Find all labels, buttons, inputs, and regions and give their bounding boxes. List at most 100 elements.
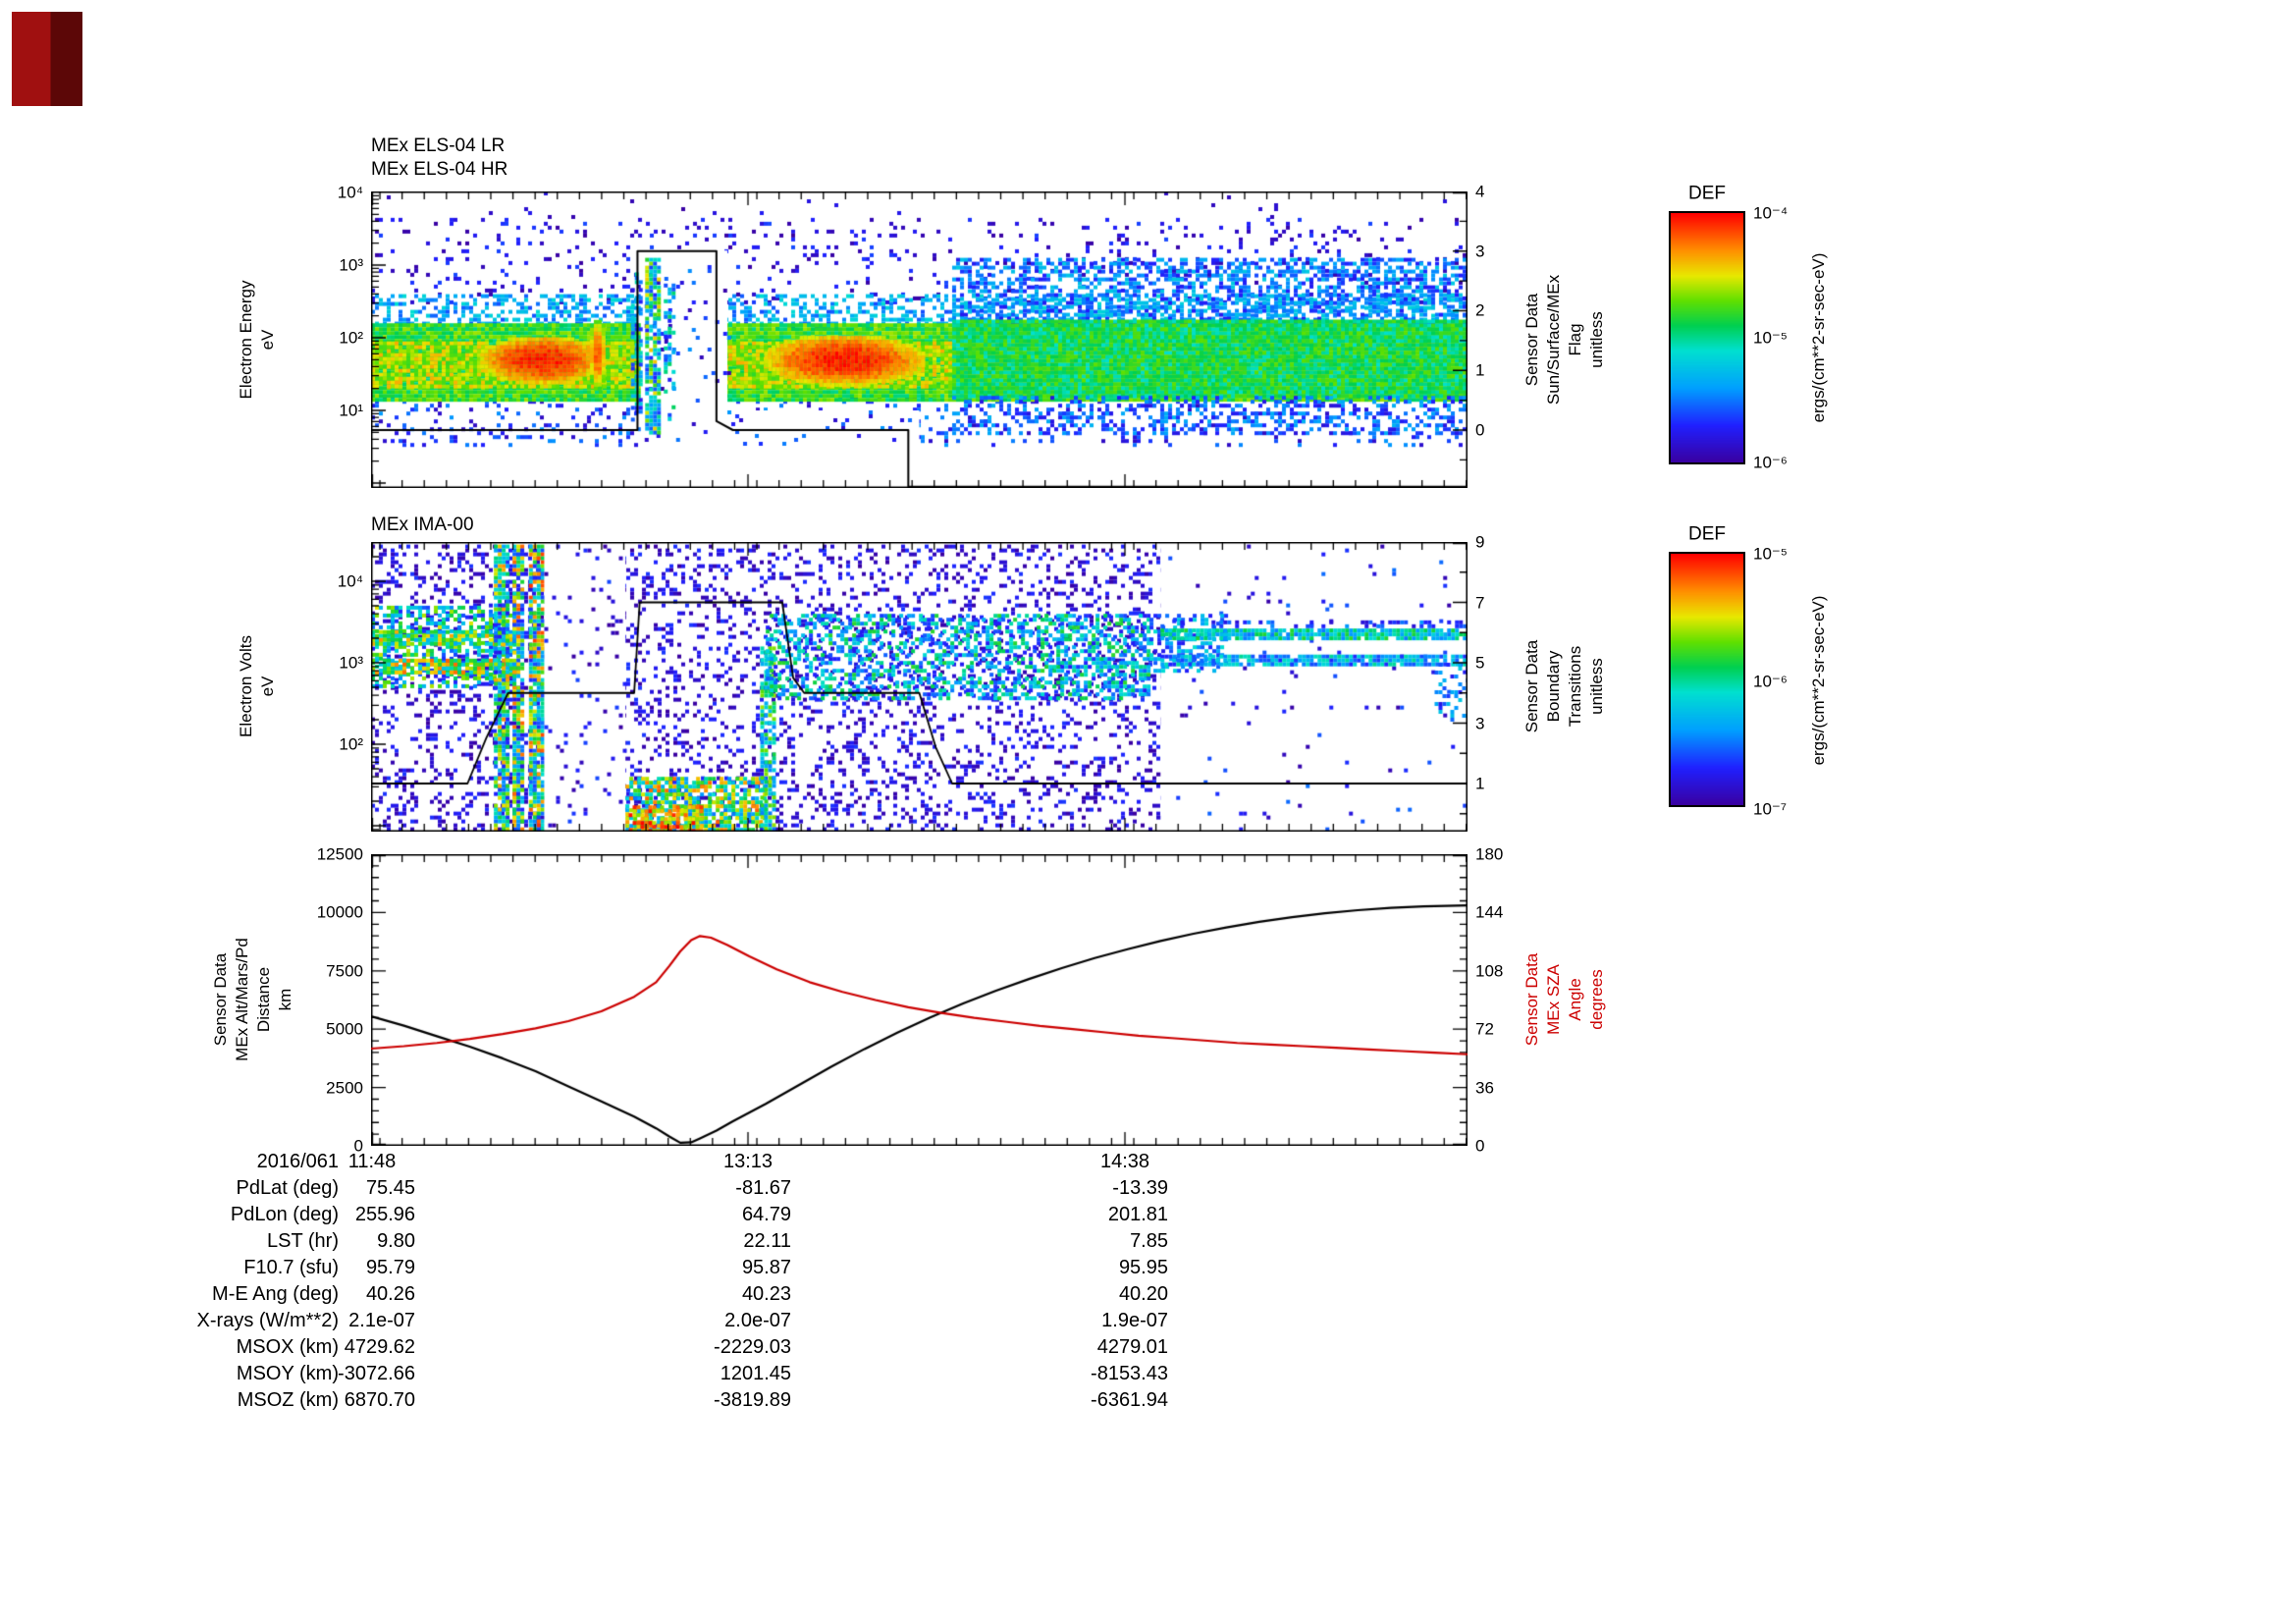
axis-label-line: unitless: [1587, 658, 1607, 715]
ima-boundary-tick: 7: [1475, 593, 1485, 613]
table-cell: -8153.43: [1091, 1363, 1168, 1384]
axis-label-line: eV: [258, 329, 277, 351]
altitude-axis-label: Sensor Data MEx Alt/Mars/Pd Distance km: [210, 938, 296, 1061]
table-cell: 7.85: [1130, 1230, 1168, 1252]
ima-boundary-tick: 9: [1475, 532, 1485, 552]
sza-tick: 36: [1475, 1078, 1494, 1098]
line-panel: [371, 854, 1468, 1146]
table-row-label: MSOX (km): [236, 1336, 339, 1358]
table-row-label: M-E Ang (deg): [212, 1283, 339, 1305]
alt-tick: 5000: [326, 1019, 363, 1039]
table-cell: 95.95: [1118, 1257, 1168, 1278]
sza-tick: 0: [1475, 1136, 1485, 1156]
els-flag-tick: 0: [1475, 420, 1485, 440]
table-cell: 95.79: [365, 1257, 415, 1278]
table-cell: 40.20: [1118, 1283, 1168, 1305]
sza-axis-label: Sensor Data MEx SZA Angle degrees: [1522, 953, 1608, 1047]
time-tick-label: 11:48: [347, 1151, 397, 1172]
els-spectrogram: [371, 191, 1468, 488]
els-ytick: 10¹: [339, 401, 363, 420]
table-cell: -81.67: [735, 1177, 791, 1199]
colorbar-title: DEF: [1688, 523, 1726, 545]
table-row-label: PdLon (deg): [230, 1204, 339, 1225]
axis-label-line: Electron Energy: [236, 280, 255, 400]
altitude-sza-chart: [371, 854, 1468, 1146]
table-row-label: 2016/061: [256, 1151, 339, 1172]
table-cell: 22.11: [743, 1230, 791, 1252]
table-cell: 2.0e-07: [724, 1310, 791, 1331]
table-cell: 9.80: [377, 1230, 415, 1252]
table-cell: 255.96: [354, 1204, 415, 1225]
sza-tick: 180: [1475, 844, 1504, 864]
axis-label-line: eV: [258, 676, 277, 697]
axis-label-line: MEx SZA: [1543, 964, 1563, 1035]
els-title-hr: MEx ELS-04 HR: [371, 159, 508, 180]
colorbar-unit-label: ergs/(cm**2-sr-sec-eV): [1808, 595, 1828, 766]
colorbar-tick: 10⁻⁴: [1753, 203, 1789, 223]
axis-label-line: Sensor Data: [1522, 952, 1541, 1047]
ima-ytick: 10²: [339, 734, 363, 754]
ima-panel: [371, 542, 1468, 832]
sza-tick: 72: [1475, 1019, 1494, 1039]
alt-tick: 7500: [326, 961, 363, 981]
axis-label-line: Sensor Data: [210, 952, 230, 1047]
table-cell: -3072.66: [338, 1363, 415, 1384]
colorbar-title: DEF: [1688, 183, 1726, 204]
axis-label-line: unitless: [1587, 311, 1607, 368]
colorbar-tick: 10⁻⁷: [1753, 799, 1788, 819]
table-row-label: F10.7 (sfu): [243, 1257, 339, 1278]
table-cell: 4729.62: [344, 1336, 415, 1358]
table-cell: 6870.70: [344, 1389, 415, 1411]
table-cell: 1201.45: [720, 1363, 791, 1384]
table-cell: 2.1e-07: [348, 1310, 415, 1331]
colorbar-unit-label: ergs/(cm**2-sr-sec-eV): [1808, 252, 1828, 423]
ima-boundary-tick: 5: [1475, 653, 1485, 673]
els-ytick: 10²: [339, 328, 363, 348]
color-swatch: [12, 12, 82, 106]
time-tick-label: 13:13: [722, 1151, 774, 1172]
els-colorbar: [1669, 211, 1745, 464]
axis-label-line: Boundary: [1543, 650, 1563, 723]
els-colorbar-gradient: [1671, 213, 1743, 462]
axis-label-line: Sun/Surface/MEx: [1543, 274, 1563, 406]
colorbar-tick: 10⁻⁵: [1753, 328, 1788, 348]
table-row-label: X-rays (W/m**2): [196, 1310, 339, 1331]
axis-label-line: Sensor Data: [1522, 293, 1541, 387]
table-cell: 201.81: [1107, 1204, 1168, 1225]
ima-colorbar: [1669, 552, 1745, 807]
table-cell: -3819.89: [714, 1389, 791, 1411]
ima-title: MEx IMA-00: [371, 514, 474, 535]
els-y-axis-label: Electron Energy eV: [236, 281, 279, 400]
colorbar-tick: 10⁻⁵: [1753, 544, 1788, 564]
table-cell: 1.9e-07: [1101, 1310, 1168, 1331]
table-cell: -6361.94: [1091, 1389, 1168, 1411]
time-tick-label: 14:38: [1099, 1151, 1150, 1172]
alt-tick: 0: [353, 1136, 363, 1156]
sza-tick: 108: [1475, 961, 1504, 981]
els-ytick: 10⁴: [337, 183, 363, 202]
axis-label-line: Angle: [1566, 978, 1584, 1021]
table-row-label: PdLat (deg): [236, 1177, 339, 1199]
alt-tick: 12500: [316, 844, 363, 864]
alt-tick: 2500: [326, 1078, 363, 1098]
colorbar-tick: 10⁻⁶: [1753, 453, 1788, 472]
axis-label-line: degrees: [1587, 969, 1607, 1030]
table-cell: -2229.03: [714, 1336, 791, 1358]
table-row-label: MSOY (km): [236, 1363, 339, 1384]
els-flag-tick: 2: [1475, 300, 1485, 320]
colorbar-tick: 10⁻⁶: [1753, 672, 1788, 691]
table-cell: -13.39: [1112, 1177, 1168, 1199]
ima-boundary-tick: 3: [1475, 714, 1485, 733]
axis-label-line: Sensor Data: [1522, 639, 1541, 733]
els-ytick: 10³: [339, 255, 363, 275]
els-title-lr: MEx ELS-04 LR: [371, 135, 506, 156]
axis-label-line: Electron Volts: [236, 635, 255, 737]
sza-tick: 144: [1475, 902, 1504, 922]
ima-ytick: 10⁴: [337, 571, 363, 591]
els-panel: [371, 191, 1468, 488]
axis-label-line: MEx Alt/Mars/Pd: [232, 938, 251, 1061]
table-row-label: LST (hr): [267, 1230, 339, 1252]
table-cell: 4279.01: [1096, 1336, 1168, 1358]
ima-boundary-tick: 1: [1475, 774, 1485, 793]
